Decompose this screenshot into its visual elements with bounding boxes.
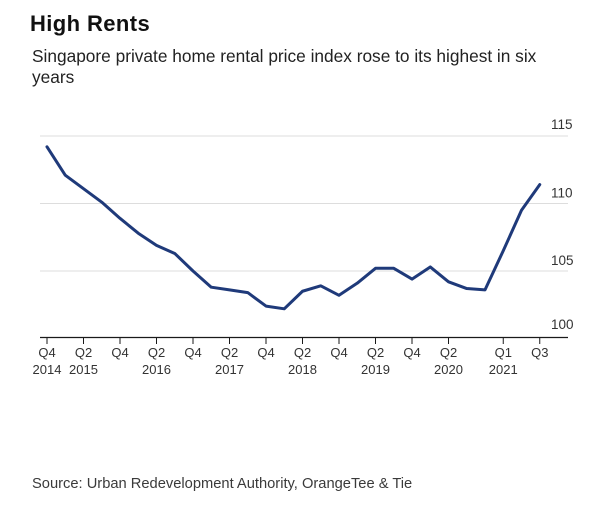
- svg-text:Q4: Q4: [403, 345, 420, 360]
- svg-text:Q2: Q2: [367, 345, 384, 360]
- svg-text:Q4: Q4: [184, 345, 201, 360]
- svg-text:2015: 2015: [69, 362, 98, 377]
- svg-text:Q4: Q4: [38, 345, 55, 360]
- svg-text:2020: 2020: [434, 362, 463, 377]
- svg-text:Q3: Q3: [531, 345, 548, 360]
- svg-text:Q2: Q2: [148, 345, 165, 360]
- svg-text:2021: 2021: [489, 362, 518, 377]
- svg-text:Q2: Q2: [75, 345, 92, 360]
- svg-text:2017: 2017: [215, 362, 244, 377]
- svg-text:115: 115: [551, 117, 573, 132]
- svg-text:Q4: Q4: [330, 345, 347, 360]
- svg-text:Q4: Q4: [257, 345, 274, 360]
- svg-text:105: 105: [551, 253, 574, 268]
- svg-text:Q1: Q1: [495, 345, 512, 360]
- svg-text:2018: 2018: [288, 362, 317, 377]
- svg-text:Q2: Q2: [440, 345, 457, 360]
- svg-text:100: 100: [551, 317, 574, 332]
- svg-text:Q2: Q2: [221, 345, 238, 360]
- svg-text:Q2: Q2: [294, 345, 311, 360]
- svg-text:2016: 2016: [142, 362, 171, 377]
- svg-text:2014: 2014: [33, 362, 62, 377]
- svg-text:2019: 2019: [361, 362, 390, 377]
- svg-text:110: 110: [551, 186, 573, 201]
- svg-text:Q4: Q4: [111, 345, 128, 360]
